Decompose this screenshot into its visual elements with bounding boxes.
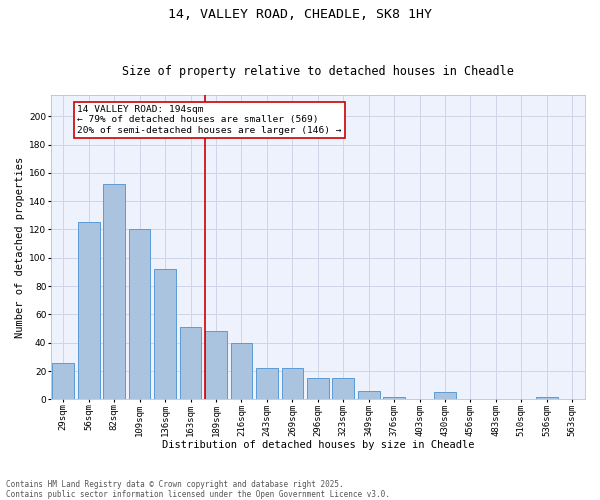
Bar bbox=[52, 362, 74, 400]
Text: 14 VALLEY ROAD: 194sqm
← 79% of detached houses are smaller (569)
20% of semi-de: 14 VALLEY ROAD: 194sqm ← 79% of detached… bbox=[77, 105, 342, 134]
Bar bbox=[154, 269, 176, 400]
Bar bbox=[332, 378, 354, 400]
Bar bbox=[103, 184, 125, 400]
Bar bbox=[307, 378, 329, 400]
Bar bbox=[358, 391, 380, 400]
Text: Contains HM Land Registry data © Crown copyright and database right 2025.
Contai: Contains HM Land Registry data © Crown c… bbox=[6, 480, 390, 499]
Bar bbox=[434, 392, 456, 400]
Bar bbox=[180, 327, 202, 400]
Bar bbox=[281, 368, 303, 400]
Bar bbox=[383, 396, 405, 400]
Text: 14, VALLEY ROAD, CHEADLE, SK8 1HY: 14, VALLEY ROAD, CHEADLE, SK8 1HY bbox=[168, 8, 432, 20]
X-axis label: Distribution of detached houses by size in Cheadle: Distribution of detached houses by size … bbox=[161, 440, 474, 450]
Title: Size of property relative to detached houses in Cheadle: Size of property relative to detached ho… bbox=[122, 66, 514, 78]
Bar bbox=[129, 230, 151, 400]
Y-axis label: Number of detached properties: Number of detached properties bbox=[15, 156, 25, 338]
Bar bbox=[536, 396, 557, 400]
Bar bbox=[256, 368, 278, 400]
Bar bbox=[205, 332, 227, 400]
Bar bbox=[78, 222, 100, 400]
Bar bbox=[230, 343, 252, 400]
